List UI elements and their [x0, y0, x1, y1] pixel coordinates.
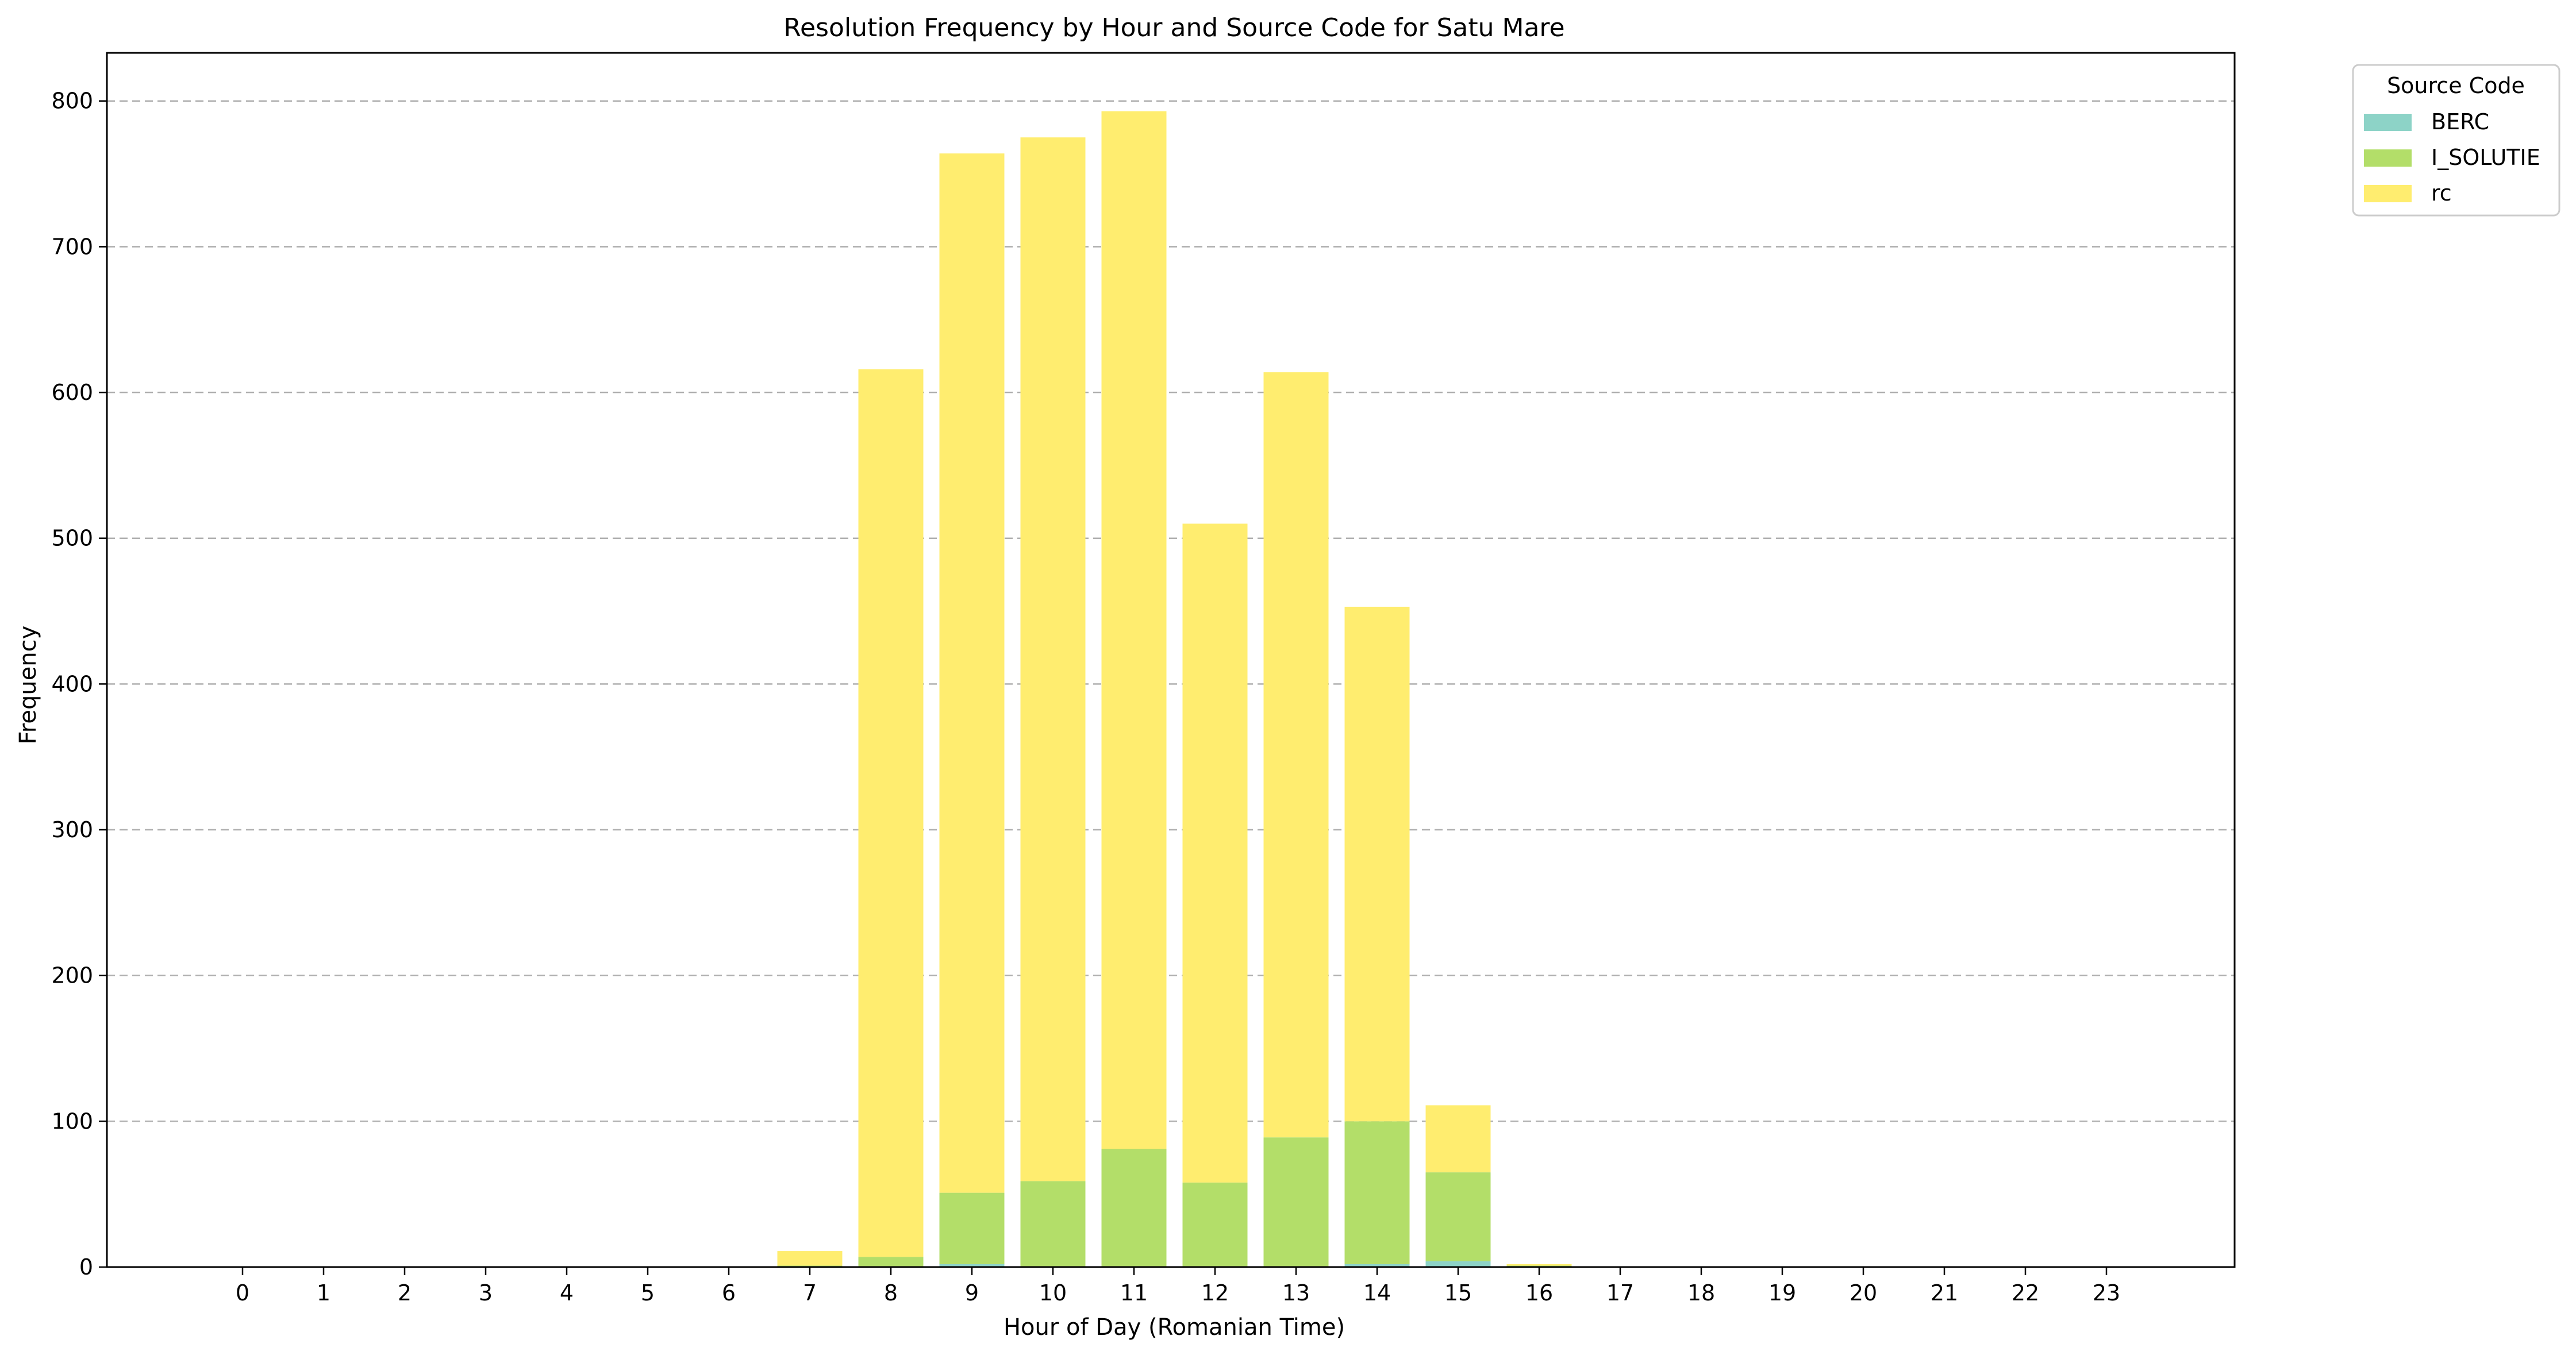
chart-title: Resolution Frequency by Hour and Source … — [783, 13, 1564, 43]
legend-swatch-rc — [2364, 185, 2412, 202]
x-axis-label: Hour of Day (Romanian Time) — [1004, 1314, 1345, 1341]
y-tick-label: 600 — [51, 380, 93, 405]
x-tick-label: 13 — [1282, 1280, 1310, 1306]
bar-rc-hour-7 — [777, 1251, 843, 1266]
x-tick-label: 4 — [560, 1280, 574, 1306]
x-tick-label: 23 — [2093, 1280, 2120, 1306]
bar-rc-hour-13 — [1263, 372, 1329, 1138]
bar-I_SOLUTIE-hour-15 — [1425, 1172, 1491, 1261]
x-tick-label: 15 — [1444, 1280, 1472, 1306]
bar-rc-hour-10 — [1020, 137, 1086, 1181]
y-tick-label: 700 — [51, 234, 93, 259]
x-tick-label: 7 — [803, 1280, 817, 1306]
bar-rc-hour-16 — [1506, 1264, 1572, 1266]
legend-title: Source Code — [2387, 73, 2525, 98]
plot-frame — [106, 52, 2236, 1268]
bar-I_SOLUTIE-hour-10 — [1020, 1181, 1086, 1267]
bar-I_SOLUTIE-hour-14 — [1344, 1121, 1410, 1264]
bar-rc-hour-15 — [1425, 1105, 1491, 1173]
bar-I_SOLUTIE-hour-12 — [1182, 1182, 1248, 1267]
x-tick-label: 22 — [2012, 1280, 2039, 1306]
bar-rc-hour-11 — [1101, 111, 1167, 1149]
x-tick-label: 5 — [641, 1280, 655, 1306]
bar-I_SOLUTIE-hour-11 — [1101, 1149, 1167, 1267]
y-tick-label: 500 — [51, 526, 93, 551]
bars — [777, 111, 1572, 1267]
bar-rc-hour-9 — [939, 153, 1005, 1193]
bar-rc-hour-14 — [1344, 606, 1410, 1122]
x-tick-label: 8 — [884, 1280, 898, 1306]
bar-BERC-hour-9 — [939, 1264, 1005, 1267]
x-tick-label: 10 — [1039, 1280, 1067, 1306]
x-tick-label: 0 — [236, 1280, 249, 1306]
x-tick-label: 1 — [317, 1280, 330, 1306]
bar-I_SOLUTIE-hour-13 — [1263, 1137, 1329, 1267]
series-BERC — [939, 1261, 1491, 1267]
legend-swatch-BERC — [2364, 114, 2412, 131]
x-tick-label: 19 — [1768, 1280, 1796, 1306]
y-axis-ticks: 0 100 200 300 400 500 600 700 800 — [51, 88, 107, 1280]
x-tick-label: 2 — [398, 1280, 412, 1306]
x-tick-label: 9 — [965, 1280, 979, 1306]
y-tick-label: 400 — [51, 671, 93, 696]
x-tick-label: 17 — [1606, 1280, 1634, 1306]
bar-I_SOLUTIE-hour-9 — [939, 1192, 1005, 1264]
x-tick-label: 3 — [479, 1280, 493, 1306]
bar-I_SOLUTIE-hour-8 — [858, 1257, 924, 1267]
bar-rc-hour-12 — [1182, 523, 1248, 1183]
x-tick-label: 11 — [1120, 1280, 1148, 1306]
x-tick-label: 20 — [1850, 1280, 1877, 1306]
x-tick-label: 16 — [1525, 1280, 1553, 1306]
y-axis-label: Frequency — [15, 626, 41, 745]
bar-BERC-hour-14 — [1344, 1264, 1410, 1267]
y-tick-label: 100 — [51, 1108, 93, 1134]
y-tick-label: 800 — [51, 88, 93, 114]
x-axis-ticks: 0 1 2 3 4 5 6 7 8 9 10 11 12 13 14 15 16 17 18 19 20 21 22 23 — [236, 1267, 2120, 1306]
legend-label-BERC: BERC — [2431, 109, 2489, 134]
series-I_SOLUTIE — [777, 1121, 1572, 1267]
bar-rc-hour-8 — [858, 369, 924, 1257]
x-tick-label: 21 — [1931, 1280, 1958, 1306]
y-tick-label: 200 — [51, 963, 93, 988]
y-tick-label: 300 — [51, 817, 93, 842]
y-tick-label: 0 — [79, 1254, 93, 1280]
legend-frame — [2352, 64, 2560, 217]
bar-BERC-hour-15 — [1425, 1261, 1491, 1267]
x-tick-label: 12 — [1201, 1280, 1229, 1306]
x-tick-label: 14 — [1363, 1280, 1391, 1306]
legend-label-I_SOLUTIE: I_SOLUTIE — [2431, 145, 2540, 170]
series-rc — [777, 111, 1572, 1266]
x-tick-label: 6 — [722, 1280, 736, 1306]
legend-swatch-I_SOLUTIE — [2364, 149, 2412, 167]
legend-label-rc: rc — [2431, 180, 2452, 206]
x-tick-label: 18 — [1687, 1280, 1715, 1306]
